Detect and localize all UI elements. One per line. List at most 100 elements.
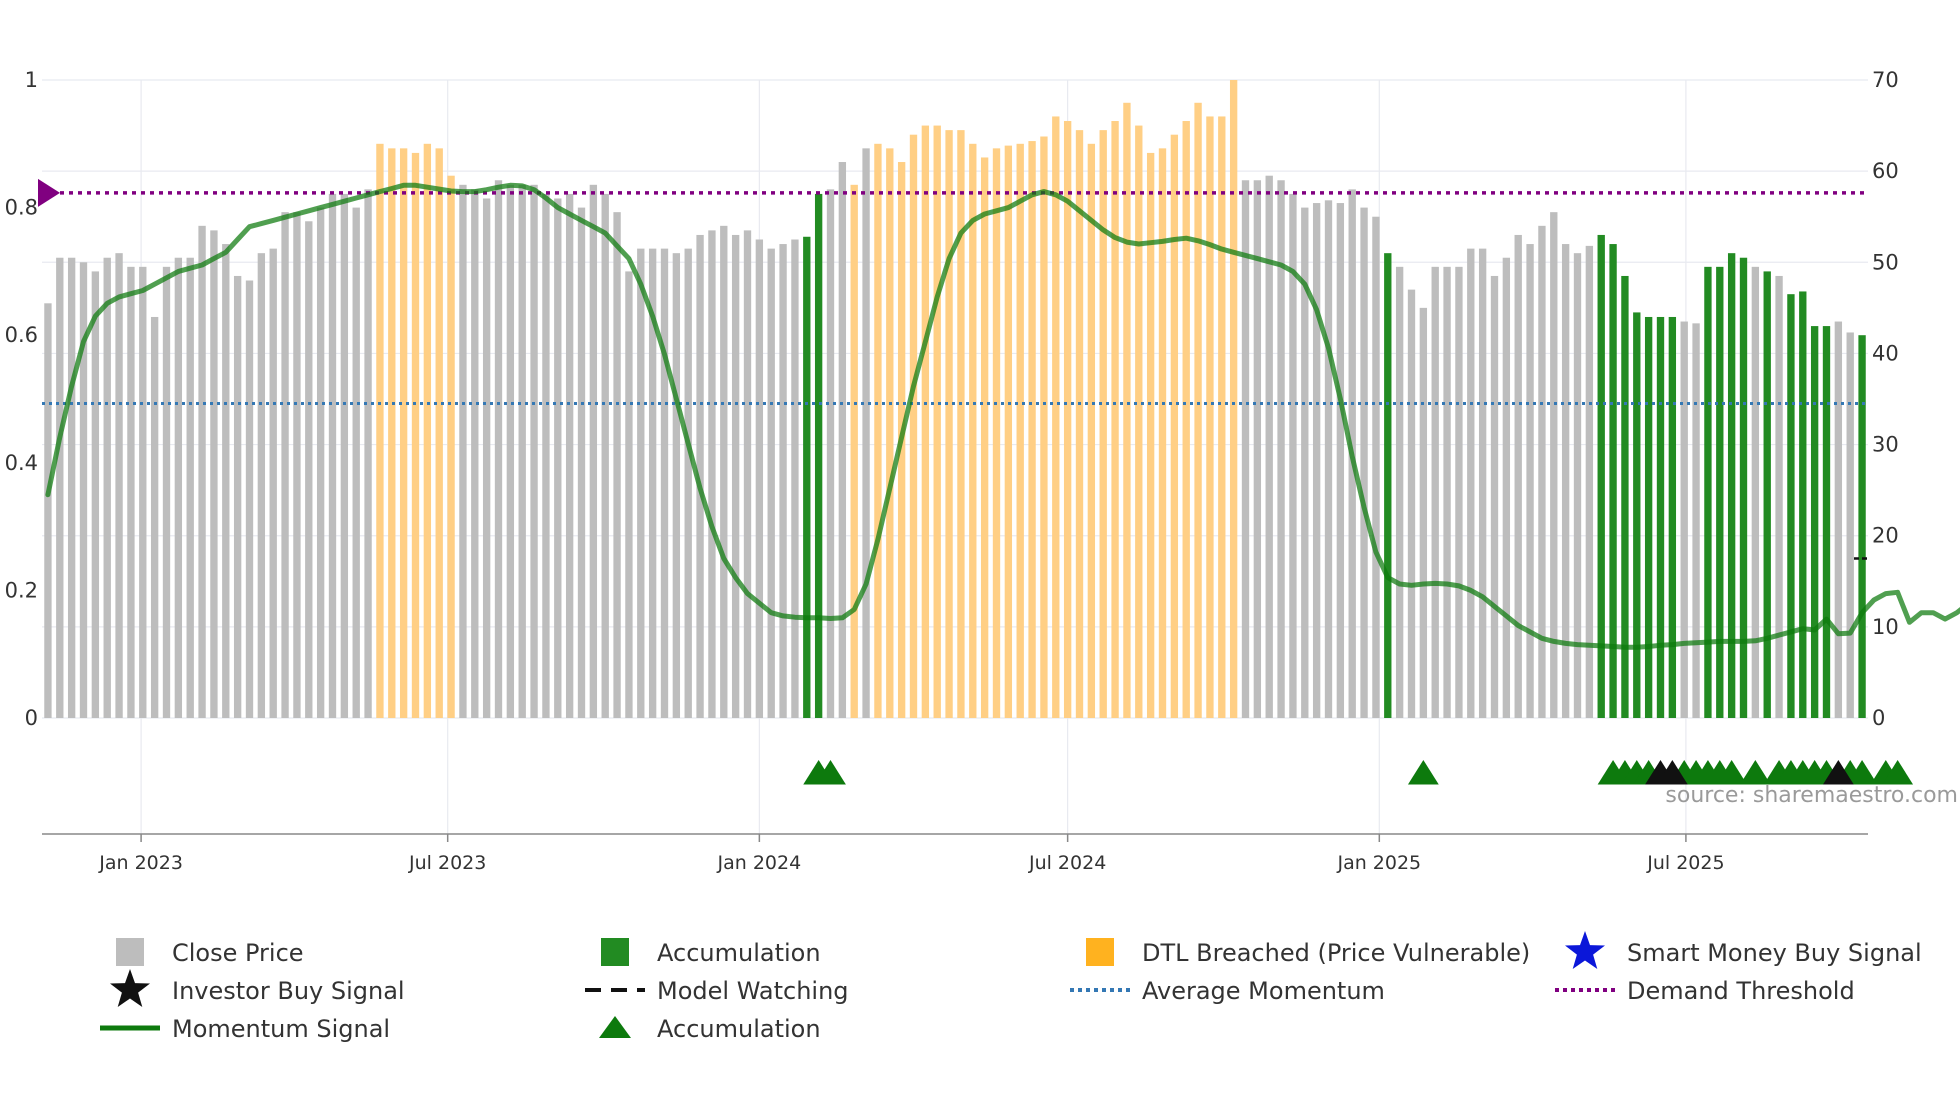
y-left-tick-label: 0: [25, 706, 38, 730]
signal-markers: [803, 760, 1914, 785]
close-price-bar: [1692, 323, 1700, 718]
dtl-breached-bar: [1063, 121, 1072, 718]
dtl-breached-bar: [376, 143, 384, 719]
legend-label: Model Watching: [657, 977, 849, 1005]
legend-label: Smart Money Buy Signal: [1627, 939, 1922, 967]
legend-label: Investor Buy Signal: [172, 977, 405, 1005]
legend-label: Accumulation: [657, 1015, 821, 1043]
close-price-bar: [269, 248, 277, 718]
close-price-bar: [210, 230, 218, 718]
momentum-line-layer: [45, 182, 1960, 650]
close-price-bar: [150, 316, 159, 718]
close-price-bar: [826, 189, 835, 718]
close-price-bar: [174, 257, 183, 718]
legend-item: Investor Buy Signal: [110, 969, 405, 1007]
close-price-bar: [1253, 180, 1262, 718]
legend-item: Smart Money Buy Signal: [1565, 931, 1922, 969]
accumulation-bar: [1787, 294, 1795, 718]
close-price-bar: [139, 266, 147, 718]
accumulation-bar: [1858, 335, 1866, 718]
accumulation-bar: [1763, 271, 1771, 718]
close-price-bar: [482, 198, 491, 718]
y-left-tick-label: 0.6: [5, 323, 38, 347]
close-price-bar: [565, 193, 574, 718]
accumulation-triangle: [1407, 760, 1439, 785]
close-price-bar: [459, 184, 467, 719]
legend-label: Accumulation: [657, 939, 821, 967]
accumulation-triangle: [1739, 760, 1771, 785]
dtl-breached-bar: [1170, 134, 1179, 718]
close-price-bar: [91, 271, 100, 718]
close-price-bar: [731, 234, 740, 718]
dtl-breached-bar: [1099, 130, 1107, 719]
close-price-bar: [293, 212, 301, 718]
x-tick-label: Jan 2024: [717, 852, 802, 874]
close-price-bar: [1514, 234, 1522, 718]
accumulation-bar: [1384, 253, 1392, 718]
close-price-bar: [791, 239, 799, 718]
close-price-bar: [506, 184, 515, 719]
close-price-bar: [838, 162, 847, 718]
dtl-breached-bar: [447, 175, 455, 718]
close-price-bar: [103, 257, 111, 718]
close-price-bar: [198, 225, 206, 719]
close-price-bar: [1443, 266, 1451, 718]
x-tick-label: Jul 2025: [1646, 852, 1724, 874]
close-price-bar: [672, 253, 681, 718]
dtl-breached-bar: [435, 148, 443, 718]
legend-item: Accumulation: [599, 1015, 821, 1043]
legend-square-icon: [1086, 938, 1114, 966]
accumulation-bar: [1668, 316, 1677, 718]
y-right-tick-label: 70: [1872, 68, 1899, 92]
y-left-tick-label: 0.2: [5, 578, 38, 602]
legend-label: Close Price: [172, 939, 304, 967]
dtl-breached-bar: [1206, 116, 1214, 718]
x-tick-label: Jan 2023: [98, 852, 183, 874]
dtl-breached-bar: [1040, 136, 1048, 719]
dtl-breached-bar: [850, 184, 858, 719]
legend-square-icon: [116, 938, 144, 966]
close-price-bar: [316, 207, 325, 718]
dtl-breached-bar: [1123, 102, 1131, 719]
close-price-bar: [1751, 266, 1760, 718]
close-price-bar: [743, 230, 752, 718]
close-price-bar: [518, 184, 526, 719]
price-bars: [44, 80, 1866, 719]
legend-star-icon: [110, 969, 150, 1007]
close-price-bar: [1265, 175, 1273, 718]
accumulation-bar: [1799, 291, 1807, 718]
close-price-bar: [601, 193, 609, 718]
close-price-bar: [257, 253, 266, 718]
close-price-bar: [767, 248, 775, 718]
close-price-bar: [1550, 212, 1558, 718]
close-price-bar: [1478, 248, 1487, 718]
source-label: source: sharemaestro.com: [1665, 783, 1958, 808]
dtl-breached-bar: [1229, 80, 1238, 718]
dtl-breached-bar: [980, 157, 989, 718]
close-price-bar: [613, 212, 621, 718]
close-price-bar: [471, 189, 479, 718]
accumulation-bar: [1739, 257, 1748, 718]
close-price-bar: [554, 198, 562, 718]
close-price-bar: [1585, 245, 1594, 718]
legend-label: Momentum Signal: [172, 1015, 390, 1043]
dtl-breached-bar: [423, 143, 432, 719]
legend: Close Price Accumulation DTL Breached (Pri…: [100, 931, 1922, 1043]
y-right-tick-label: 50: [1872, 250, 1899, 274]
dtl-breached-bar: [399, 148, 408, 718]
accumulation-bar: [1727, 253, 1736, 718]
dtl-breached-bar: [969, 143, 977, 719]
dtl-breached-bar: [1194, 102, 1202, 719]
dtl-breached-bar: [411, 152, 420, 718]
reference-lines: [38, 178, 1870, 560]
close-price-bar: [1573, 253, 1582, 718]
investor-buy-triangle: [1822, 760, 1854, 785]
close-price-bar: [127, 266, 135, 718]
dtl-breached-bar: [1146, 152, 1155, 718]
accumulation-bar: [1810, 326, 1819, 718]
accumulation-bar: [1621, 275, 1629, 718]
accumulation-bar: [803, 236, 811, 718]
close-price-bar: [637, 248, 645, 718]
close-price-bar: [494, 180, 503, 718]
